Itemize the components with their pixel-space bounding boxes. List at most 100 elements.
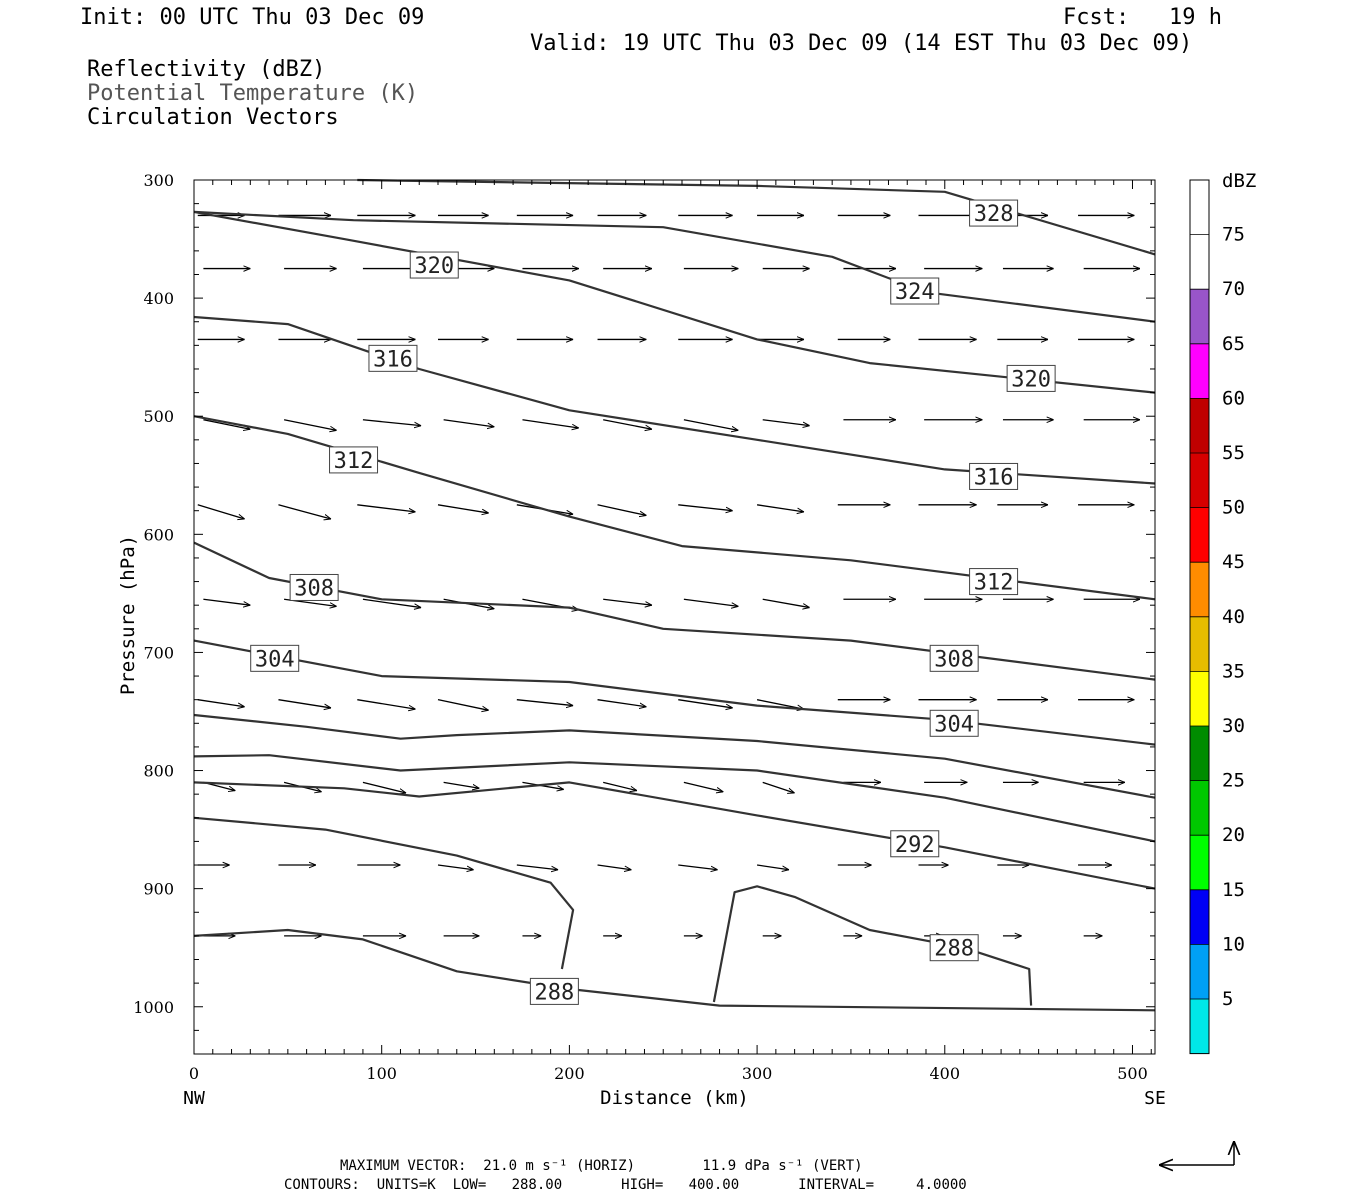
theta-contour [357,178,1156,256]
init-time: Init: 00 UTC Thu 03 Dec 09 [80,5,425,30]
colorbar-segment [1190,562,1209,617]
plot-frame [193,179,1156,1055]
x-tick-label: 400 [930,1064,961,1083]
colorbar-segment [1190,507,1209,563]
circulation-vector [443,781,480,788]
x-tick-label: 200 [554,1064,585,1083]
contour-label-box [929,644,979,672]
x-tick-label: 100 [366,1064,397,1083]
contour-label: 320 [414,254,454,279]
colorbar-segment [1190,780,1209,836]
contour-label-box [250,644,300,672]
contour-label: 288 [934,937,974,962]
circulation-vector [683,419,738,431]
valid-time: Valid: 19 UTC Thu 03 Dec 09 (14 EST Thu … [530,31,1193,56]
contour-label: 308 [294,576,334,601]
contour-label-box [969,568,1019,596]
circulation-vector [443,419,495,427]
contour-label: 316 [974,465,1014,490]
reference-vector [1159,1141,1234,1165]
y-tick-label: 500 [143,407,174,426]
vectors-layer [197,215,1140,935]
circulation-vector [357,504,415,512]
circulation-vector [683,598,738,606]
circulation-vector [197,504,245,519]
contour-label: 312 [334,449,374,474]
theta-contour [193,415,1156,601]
colorbar-label: 10 [1222,933,1245,955]
colorbar-segment [1190,944,1209,999]
circulation-vector [762,419,810,426]
circulation-vector [756,504,804,512]
circulation-vector [678,504,732,511]
circulation-vector [597,699,647,707]
contour-label-box [289,573,339,601]
colorbar-segment [1190,889,1209,945]
forecast-hour: Fcst: 19 h [1063,5,1222,30]
circulation-vector [437,504,489,513]
contours-layer: 328 324 320 320 316 316 312 312 308 308 304 304 292 2… [193,178,1156,1012]
colorbar-segment [1190,999,1209,1054]
circulation-vector [678,699,732,708]
max-vector-note: MAXIMUM VECTOR: 21.0 m s⁻¹ (HORIZ) 11.9 … [340,1158,863,1174]
circulation-vector [357,699,415,709]
circulation-vector [278,699,331,708]
x-tick-label: 300 [742,1064,773,1083]
axes-layer: 0 100 200 300 400 500 300 400 500 600 700 800 900 100… [117,171,1166,1109]
colorbar-label: 35 [1222,660,1245,682]
colorbar-label: 20 [1222,824,1245,846]
colorbar-segment [1190,726,1209,781]
colorbar-segment [1190,289,1209,344]
contour-label: 288 [535,980,575,1005]
colorbar-segment [1190,453,1209,508]
contour-label: 304 [255,647,295,672]
theta-contour [193,754,1156,843]
colorbar-label: 50 [1222,497,1245,519]
x-end-label-left: NW [183,1088,205,1109]
contour-label-box [409,251,459,279]
theta-contour [193,713,1156,799]
circulation-vector [516,864,558,870]
contour-label-box [329,446,379,474]
contour-label-box [969,462,1019,490]
colorbar-segment [1190,398,1209,453]
colorbar-label: 55 [1222,442,1245,464]
y-tick-label: 600 [143,525,174,544]
contour-label: 316 [373,347,413,372]
y-tick-label: 700 [143,643,174,662]
theta-contour [193,781,1156,890]
contour-label: 324 [895,280,935,305]
circulation-vector [603,598,652,605]
theta-contour [712,885,1033,1006]
circulation-vector [516,699,573,706]
theta-contour [193,816,575,970]
circulation-vector [437,699,489,711]
colorbar-title: dBZ [1222,170,1256,192]
circulation-vector [678,864,717,870]
circulation-vector [603,781,637,790]
x-end-label-right: SE [1144,1088,1166,1109]
colorbar-top-segment [1190,180,1209,235]
theta-contour [193,639,1156,746]
circulation-vector [762,598,810,607]
circulation-vector [362,598,421,607]
contour-label: 292 [895,833,935,858]
x-tick-label: 500 [1117,1064,1148,1083]
y-tick-label: 800 [143,762,174,781]
contour-label-box [529,977,579,1005]
y-tick-label: 300 [143,171,174,190]
contours-note: CONTOURS: UNITS=K LOW= 288.00 HIGH= 400.… [284,1177,967,1193]
colorbar-segment [1190,835,1209,890]
theta-contour [193,210,1156,394]
colorbar-label: 60 [1222,387,1245,409]
colorbar-layer: 5 10 15 20 25 30 35 40 45 50 55 60 65 70 75 dBZ [1189,170,1256,1055]
y-tick-label: 400 [143,289,174,308]
circulation-vector [362,419,421,426]
colorbar-label: 15 [1222,879,1245,901]
contour-label: 308 [934,647,974,672]
contour-label-box [969,199,1019,227]
circulation-vector [522,419,578,428]
colorbar-segment [1190,234,1209,290]
colorbar-label: 45 [1222,551,1245,573]
